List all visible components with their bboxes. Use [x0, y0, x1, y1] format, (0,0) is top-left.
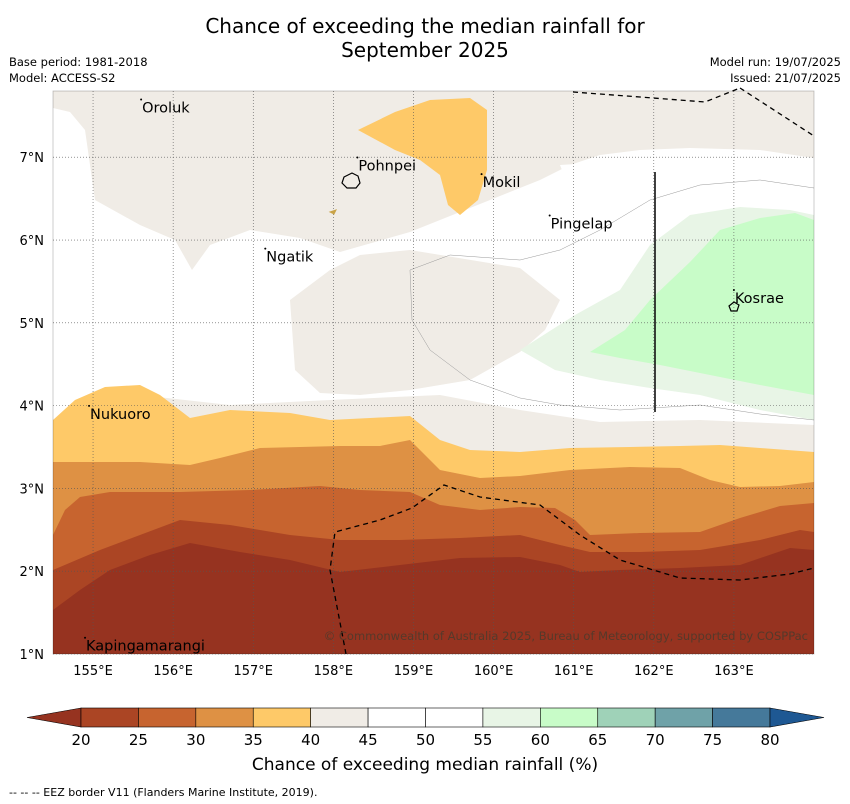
lat-tick-label: 5°N — [20, 317, 45, 332]
colorbar-tick-label: 80 — [760, 731, 779, 749]
footer-note: -- -- -- EEZ border V11 (Flanders Marine… — [9, 786, 318, 799]
colorbar-tick-label: 50 — [416, 731, 435, 749]
colorbar-over-arrow — [769, 707, 825, 728]
lon-tick-label: 162°E — [634, 664, 674, 679]
colorbar-tick-label: 60 — [531, 731, 550, 749]
place-label: Mokil — [483, 175, 521, 191]
pohnpei-outlier-islet — [328, 209, 337, 215]
place-label: Pingelap — [551, 216, 613, 232]
lon-tick-label: 155°E — [73, 664, 113, 679]
colorbar-tick-label: 70 — [646, 731, 665, 749]
plot-frame — [52, 90, 815, 655]
place-marker — [548, 214, 551, 217]
colorbar-tick-label: 75 — [703, 731, 722, 749]
map-title: Chance of exceeding the median rainfall … — [0, 14, 850, 62]
lat-tick-label: 6°N — [20, 234, 45, 249]
meta-left: Base period: 1981-2018 Model: ACCESS-S2 — [9, 54, 148, 86]
lon-tick-label: 158°E — [314, 664, 354, 679]
band-45-50 — [560, 160, 700, 200]
lat-tick-label: 1°N — [20, 648, 45, 663]
colorbar — [26, 707, 825, 728]
contour-line-1 — [409, 179, 814, 271]
colorbar-swatch — [425, 707, 484, 728]
lon-tick-label: 161°E — [554, 664, 594, 679]
base-period: Base period: 1981-2018 — [9, 55, 148, 69]
band-below-20 — [53, 543, 814, 654]
place-label: Pohnpei — [358, 159, 416, 175]
place-marker — [88, 404, 91, 407]
longitude-tick-labels: 155°E 156°E 157°E 158°E 159°E 160°E 161°E 162°E… — [73, 664, 753, 679]
colorbar-swatch — [80, 707, 139, 728]
place-marker — [356, 156, 359, 159]
colorbar-swatch — [138, 707, 197, 728]
place-label: Kosrae — [735, 291, 784, 307]
band-35-40-north — [358, 98, 487, 215]
title-line-2: September 2025 — [341, 38, 509, 62]
colorbar-swatch — [597, 707, 656, 728]
place-marker — [732, 288, 735, 291]
lon-tick-label: 163°E — [714, 664, 754, 679]
colorbar-tick-label: 40 — [301, 731, 320, 749]
model-run: Model run: 19/07/2025 — [709, 55, 841, 69]
place-label: Ngatik — [266, 250, 314, 266]
place-label: Kapingamarangi — [86, 639, 205, 655]
map-fields — [53, 91, 814, 654]
issued-date: Issued: 21/07/2025 — [730, 71, 841, 85]
model-name: Model: ACCESS-S2 — [9, 71, 116, 85]
graticule — [53, 91, 814, 655]
colorbar-tick-label: 20 — [71, 731, 90, 749]
lon-tick-label: 160°E — [474, 664, 514, 679]
band-60-65 — [590, 213, 814, 395]
lat-tick-label: 2°N — [20, 565, 45, 580]
colorbar-tick-label: 30 — [186, 731, 205, 749]
kosrae-island-outline — [728, 301, 740, 312]
pohnpei-island-outline — [341, 172, 361, 189]
place-marker — [480, 173, 483, 176]
colorbar-swatch — [712, 707, 771, 728]
contour-line-2 — [409, 269, 814, 421]
lon-tick-label: 156°E — [153, 664, 193, 679]
colorbar-swatch — [482, 707, 541, 728]
lon-tick-label: 157°E — [233, 664, 273, 679]
title-line-1: Chance of exceeding the median rainfall … — [205, 14, 645, 38]
eez-border-south — [329, 484, 815, 655]
meta-right: Model run: 19/07/2025 Issued: 21/07/2025 — [710, 54, 841, 86]
place-marker — [84, 636, 87, 639]
colorbar-under-arrow — [26, 707, 82, 728]
lon-tick-label: 159°E — [394, 664, 434, 679]
eez-border-north — [572, 87, 815, 137]
lat-tick-label: 4°N — [20, 400, 45, 415]
eez-borders — [329, 87, 815, 655]
place-labels: Oroluk Pohnpei Mokil Pingelap Ngatik Kosrae Nu… — [84, 98, 784, 655]
colorbar-swatch — [195, 707, 254, 728]
colorbar-tick-label: 45 — [359, 731, 378, 749]
place-marker — [264, 247, 267, 250]
colorbar-tick-label: 35 — [244, 731, 263, 749]
place-label: Nukuoro — [90, 407, 151, 423]
lat-tick-label: 7°N — [20, 151, 45, 166]
colorbar-tick-labels: 20 25 30 35 40 45 50 55 60 65 70 75 80 — [71, 731, 779, 749]
colorbar-swatch — [367, 707, 426, 728]
place-marker — [140, 98, 143, 101]
colorbar-swatch — [310, 707, 369, 728]
colorbar-tick-label: 65 — [588, 731, 607, 749]
lat-tick-label: 3°N — [20, 482, 45, 497]
colorbar-swatch — [654, 707, 713, 728]
colorbar-swatch — [540, 707, 599, 728]
colorbar-tick-label: 55 — [473, 731, 492, 749]
copyright-notice: © Commonwealth of Australia 2025, Bureau… — [324, 629, 808, 643]
colorbar-label: Chance of exceeding median rainfall (%) — [251, 755, 599, 775]
colorbar-swatch — [252, 707, 311, 728]
latitude-tick-labels: 1°N 2°N 3°N 4°N 5°N 6°N 7°N — [20, 151, 45, 663]
place-label: Oroluk — [142, 101, 190, 117]
colorbar-tick-label: 25 — [129, 731, 148, 749]
